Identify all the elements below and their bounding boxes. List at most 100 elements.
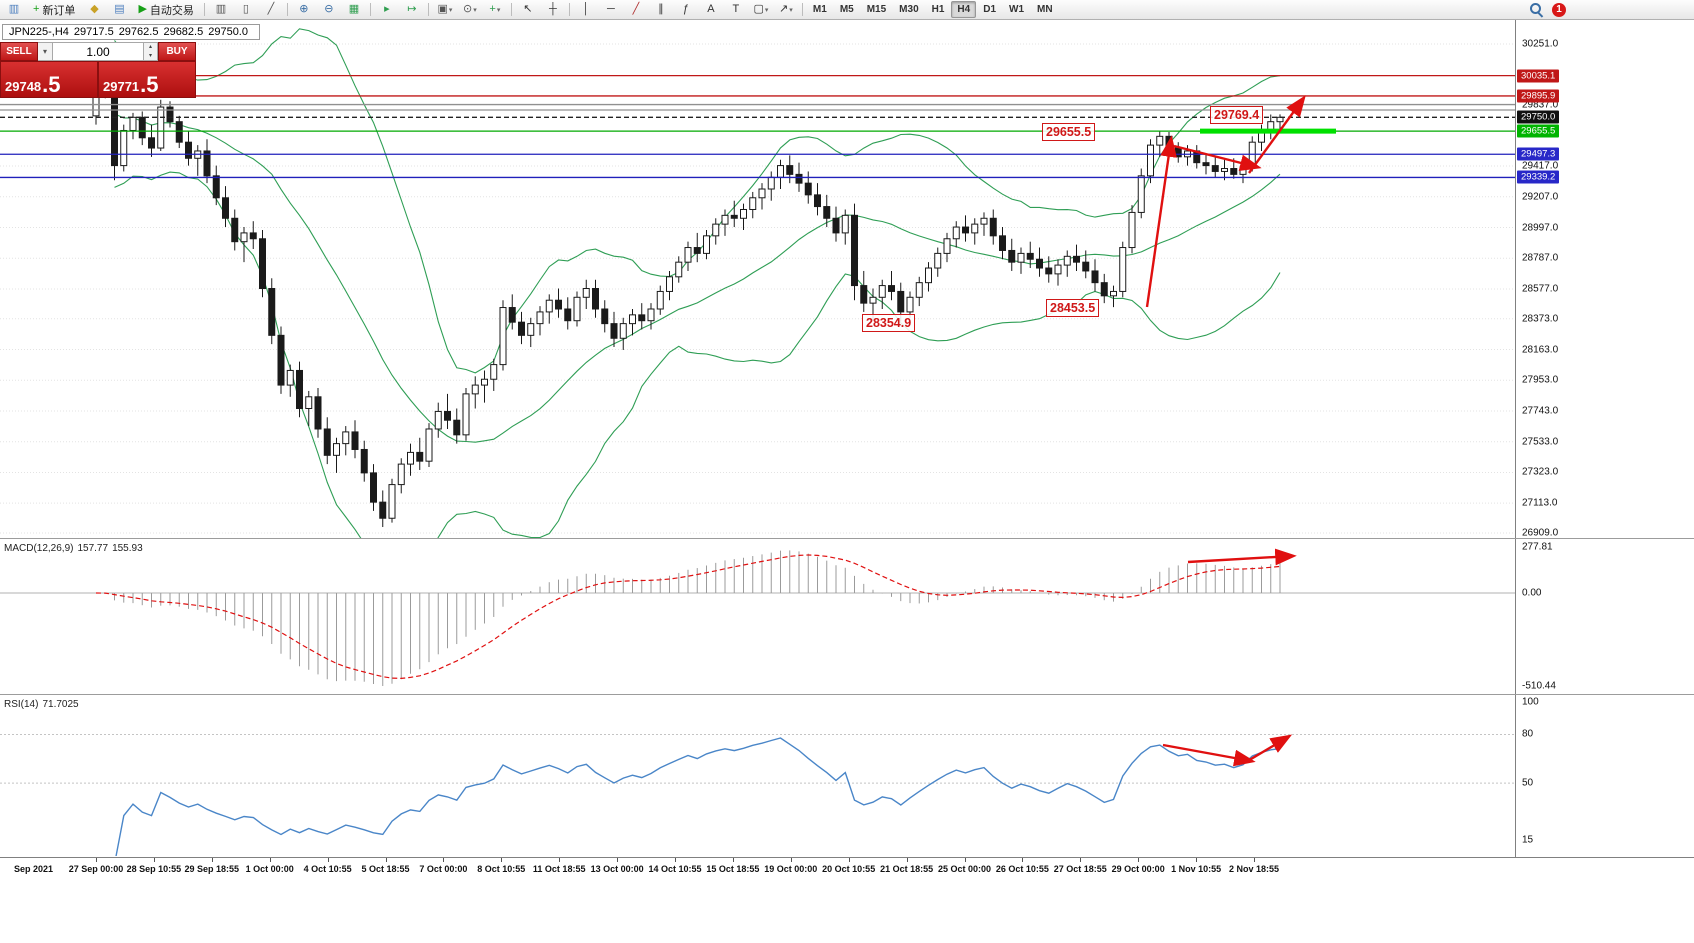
price-annotation[interactable]: 29655.5 (1042, 123, 1096, 141)
macd-axis-label: 0.00 (1522, 587, 1542, 599)
chart-open: 29717.5 (73, 26, 114, 38)
time-axis-tick (906, 858, 908, 862)
price-axis-label: 28997.0 (1522, 222, 1559, 233)
panel-separator[interactable] (0, 538, 1694, 539)
price-axis-label: 26909.0 (1522, 527, 1559, 539)
timeframe-button-h4[interactable]: H4 (951, 1, 977, 18)
new-chart-icon[interactable]: ▣ ▾ (433, 0, 457, 19)
search-icon[interactable] (1529, 2, 1544, 18)
time-axis-tick (327, 858, 329, 862)
sell-price[interactable]: 29748.5 (0, 61, 98, 98)
auto-scroll-icon[interactable]: ▸ (375, 0, 399, 19)
toolbar-separator (510, 3, 512, 16)
price-axis-label: 27323.0 (1522, 466, 1559, 478)
price-tag: 29655.5 (1517, 124, 1560, 138)
trade-history-icon[interactable]: ◆ (82, 0, 106, 19)
vertical-line-icon[interactable]: │ (574, 0, 598, 19)
price-tag: 29750.0 (1517, 110, 1560, 124)
buy-button[interactable]: BUY (158, 42, 196, 61)
toolbar-separator (369, 3, 371, 16)
toolbar-separator (286, 3, 288, 16)
main-chart-canvas[interactable] (0, 20, 1515, 538)
timeframe-button-m30[interactable]: M30 (899, 4, 919, 15)
bars-chart-icon[interactable]: ▥ (209, 0, 233, 19)
timeframe-button-w1[interactable]: W1 (1009, 4, 1025, 15)
notification-badge[interactable]: 1 (1552, 2, 1566, 17)
macd-axis-label: 277.81 (1522, 541, 1553, 553)
time-axis-label: 5 Oct 18:55 (361, 864, 410, 874)
macd-panel[interactable]: MACD(12,26,9) 157.77 155.93 (0, 540, 1515, 694)
price-axis[interactable]: 30251.0 29837.0 29417.0 29207.0 28997.0 28787… (1515, 20, 1694, 882)
main-chart-panel[interactable]: JPN225-,H4 29717.5 29762.5 29682.5 29750.0 S… (0, 20, 1515, 538)
terminal-icon[interactable]: ▥ (2, 0, 26, 19)
market-watch-icon[interactable]: ▤ (107, 0, 131, 19)
auto-trading-button[interactable]: ▶ 自动交易 (132, 0, 199, 19)
label-icon[interactable]: T (724, 0, 748, 19)
line-chart-icon[interactable]: ╱ (259, 0, 283, 19)
zoom-out-icon[interactable]: ⊖ (317, 0, 341, 19)
panel-separator[interactable] (0, 694, 1694, 695)
zoom-in-icon[interactable]: ⊕ (292, 0, 316, 19)
timeframe-button-m15[interactable]: M15 (866, 4, 887, 15)
sell-button[interactable]: SELL (0, 42, 38, 61)
crosshair-icon-glyph: ┼ (549, 3, 557, 15)
trendline-icon[interactable]: ╱ (624, 0, 648, 19)
fibonacci-icon[interactable]: ƒ (674, 0, 698, 19)
price-axis-label: 27533.0 (1522, 436, 1559, 448)
macd-axis-label: -510.44 (1522, 680, 1556, 692)
candles-chart-icon-glyph: ▯ (242, 3, 249, 15)
candles-chart-icon[interactable]: ▯ (234, 0, 258, 19)
timeframe-button-m1[interactable]: M1 (812, 4, 827, 15)
time-axis-label: 25 Oct 00:00 (937, 864, 992, 874)
periods-icon[interactable]: ⊙ ▾ (458, 0, 482, 19)
time-axis-label: 20 Oct 10:55 (822, 864, 876, 874)
rsi-axis-label: 80 (1522, 728, 1534, 740)
horizontal-line-icon[interactable]: ─ (599, 0, 623, 19)
indicators-icon[interactable]: + ▾ (483, 0, 507, 19)
time-axis-label: 27 Oct 18:55 (1053, 864, 1107, 874)
time-axis-tick (385, 858, 387, 862)
timeframe-button-h1[interactable]: H1 (931, 4, 945, 15)
channel-icon[interactable]: ∥ (649, 0, 673, 19)
timeframe-button-mn[interactable]: MN (1037, 4, 1053, 15)
arrows-tool-icon[interactable]: ↗ ▾ (774, 0, 798, 19)
time-axis-label: 14 Oct 10:55 (648, 864, 702, 874)
text-icon[interactable]: A (699, 0, 723, 19)
volume-stepper[interactable]: ▴ ▾ (144, 42, 158, 61)
time-axis-tick (501, 858, 503, 862)
new-order-glyph: + (33, 3, 40, 15)
zoom-in-icon-glyph: ⊕ (299, 3, 309, 15)
time-axis-label: 19 Oct 00:00 (764, 864, 818, 874)
macd-label: MACD(12,26,9) 157.77 155.93 (4, 543, 143, 554)
indicators-icon-glyph: + (489, 3, 496, 15)
crosshair-icon[interactable]: ┼ (541, 0, 565, 19)
price-axis-label: 27743.0 (1522, 405, 1559, 417)
terminal-icon-glyph: ▥ (8, 3, 20, 15)
tile-windows-icon[interactable]: ▦ (342, 0, 366, 19)
price-annotation[interactable]: 28354.9 (862, 314, 916, 332)
timeframe-button-d1[interactable]: D1 (983, 4, 997, 15)
chart-shift-icon[interactable]: ↦ (400, 0, 424, 19)
chart-ohlc-title: JPN225-,H4 29717.5 29762.5 29682.5 29750.0 (2, 24, 260, 40)
tile-windows-icon-glyph: ▦ (348, 3, 360, 15)
price-annotation[interactable]: 28453.5 (1046, 299, 1100, 317)
rsi-panel[interactable]: RSI(14) 71.7025 (0, 696, 1515, 856)
price-annotation[interactable]: 29769.4 (1210, 106, 1264, 124)
buy-price[interactable]: 29771.5 (98, 61, 196, 98)
price-axis-label: 28373.0 (1522, 313, 1559, 325)
macd-signal-value: 155.93 (112, 543, 143, 554)
volume-input[interactable] (53, 42, 144, 61)
time-axis-label: 7 Oct 00:00 (419, 864, 468, 874)
cursor-icon-glyph: ↖ (523, 3, 533, 15)
cursor-icon[interactable]: ↖ (516, 0, 540, 19)
timeframe-button-m5[interactable]: M5 (839, 4, 854, 15)
shapes-icon[interactable]: ▢ ▾ (749, 0, 773, 19)
volume-dropdown-button[interactable]: ▾ (38, 42, 53, 61)
time-axis[interactable]: Sep 2021 27 Sep 00:00 28 Sep 10:55 29 Sep 1… (0, 857, 1694, 884)
volume-down-button[interactable]: ▾ (148, 52, 152, 59)
volume-up-button[interactable]: ▴ (148, 44, 152, 50)
toolbar-separator (568, 3, 570, 16)
new-order-button[interactable]: + 新订单 (27, 0, 81, 19)
one-click-trading-panel: SELL ▾ ▴▾ BUY 29748.5 29771.5 (0, 42, 196, 98)
time-axis-tick (443, 858, 445, 862)
